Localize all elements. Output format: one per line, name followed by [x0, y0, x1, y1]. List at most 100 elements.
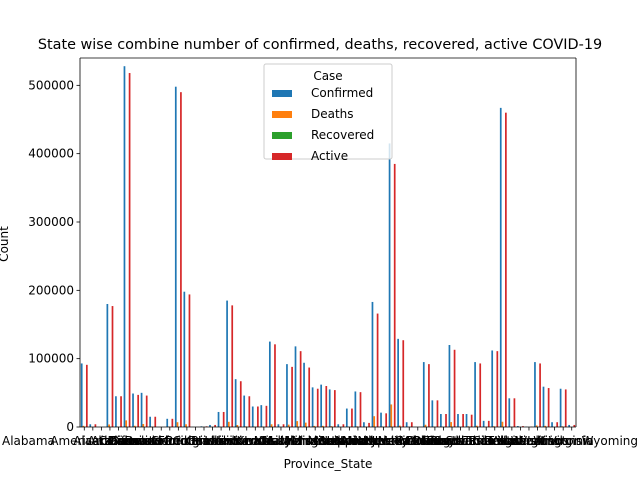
bar-active-34 [377, 314, 379, 427]
legend-label-confirmed: Confirmed [311, 86, 373, 100]
bar-confirmed-49 [500, 108, 502, 427]
bar-confirmed-25 [295, 346, 297, 427]
bar-confirmed-26 [303, 363, 305, 427]
bar-confirmed-3 [107, 304, 109, 427]
bar-active-40 [428, 364, 430, 427]
legend-label-deaths: Deaths [311, 107, 354, 121]
bar-confirmed-17 [226, 301, 228, 427]
bar-confirmed-43 [449, 345, 451, 427]
bar-confirmed-47 [483, 421, 485, 427]
bar-deaths-25 [296, 421, 298, 427]
bar-confirmed-16 [218, 412, 220, 427]
bar-confirmed-37 [397, 339, 399, 427]
bar-active-42 [445, 414, 447, 427]
legend-swatch-confirmed [272, 90, 292, 97]
bar-deaths-22 [271, 424, 273, 427]
bar-active-41 [437, 400, 439, 427]
bar-active-22 [274, 344, 276, 427]
bar-confirmed-19 [243, 396, 245, 427]
bar-active-26 [308, 368, 310, 427]
y-tick-label-0: 0 [66, 420, 74, 434]
bar-active-31 [351, 409, 353, 427]
bar-confirmed-27 [312, 387, 314, 427]
bar-active-5 [129, 73, 131, 427]
bar-confirmed-20 [252, 407, 254, 428]
bar-active-38 [411, 422, 413, 427]
bar-confirmed-23 [278, 424, 280, 427]
x-tick-label-0: Alabama [2, 434, 55, 448]
bar-active-33 [368, 423, 370, 427]
bar-confirmed-7 [141, 393, 143, 427]
bar-active-18 [240, 381, 242, 427]
bar-confirmed-1 [89, 424, 91, 427]
legend-swatch-recovered [272, 132, 292, 139]
bar-active-46 [479, 363, 481, 427]
bar-confirmed-40 [423, 362, 425, 427]
bar-confirmed-29 [329, 389, 331, 427]
bar-confirmed-21 [260, 405, 262, 427]
bar-active-12 [189, 294, 191, 427]
bar-active-1 [95, 424, 97, 427]
bar-active-45 [471, 415, 473, 427]
bar-active-55 [556, 422, 558, 427]
bar-confirmed-38 [406, 422, 408, 427]
bar-confirmed-35 [380, 413, 382, 427]
bar-active-36 [394, 164, 396, 427]
bar-active-49 [505, 113, 507, 427]
bar-active-56 [565, 389, 567, 427]
bar-confirmed-12 [183, 292, 185, 427]
bar-confirmed-42 [440, 414, 442, 427]
bar-confirmed-41 [431, 400, 433, 427]
bar-confirmed-8 [149, 417, 151, 427]
bar-confirmed-53 [534, 362, 536, 427]
x-axis-label: Province_State [284, 457, 373, 471]
bar-confirmed-0 [81, 363, 83, 427]
bar-active-4 [120, 396, 122, 427]
bar-confirmed-28 [320, 385, 322, 427]
y-axis-label: Count [0, 226, 11, 262]
bar-active-20 [257, 407, 259, 428]
bar-active-28 [325, 386, 327, 427]
bar-confirmed-10 [166, 419, 168, 427]
bar-active-25 [300, 351, 302, 427]
bar-active-0 [86, 365, 88, 427]
chart-title: State wise combine number of confirmed, … [38, 37, 602, 53]
bar-confirmed-22 [269, 342, 271, 427]
bar-deaths-34 [373, 416, 375, 427]
y-tick-label-5: 500000 [28, 78, 74, 92]
y-tick-label-3: 300000 [28, 215, 74, 229]
bar-active-8 [154, 417, 156, 427]
bar-active-53 [539, 363, 541, 427]
bar-active-44 [462, 414, 464, 427]
bar-confirmed-36 [389, 143, 391, 427]
bar-active-19 [248, 396, 250, 427]
legend-swatch-active [272, 153, 292, 160]
bar-active-16 [223, 412, 225, 427]
legend-label-active: Active [311, 149, 348, 163]
bar-active-3 [112, 306, 114, 427]
bar-confirmed-5 [124, 66, 126, 427]
bar-confirmed-33 [363, 422, 365, 427]
x-tick-label-57: Wyoming [582, 434, 638, 448]
legend-swatch-deaths [272, 111, 292, 118]
bar-deaths-17 [228, 422, 230, 427]
bar-active-7 [146, 396, 148, 427]
bar-active-23 [283, 424, 285, 427]
bar-deaths-12 [185, 424, 187, 427]
bar-confirmed-54 [543, 387, 545, 427]
bar-active-54 [548, 388, 550, 427]
bar-active-27 [317, 389, 319, 427]
bar-active-37 [402, 340, 404, 427]
bar-active-29 [334, 390, 336, 427]
bar-confirmed-31 [346, 409, 348, 427]
bar-confirmed-48 [491, 350, 493, 427]
legend-title: Case [313, 69, 342, 83]
bar-confirmed-50 [508, 398, 510, 427]
bar-confirmed-18 [235, 379, 237, 427]
y-tick-label-2: 200000 [28, 283, 74, 297]
bar-active-24 [291, 367, 293, 427]
bar-active-11 [180, 92, 182, 427]
bar-confirmed-4 [115, 396, 117, 427]
